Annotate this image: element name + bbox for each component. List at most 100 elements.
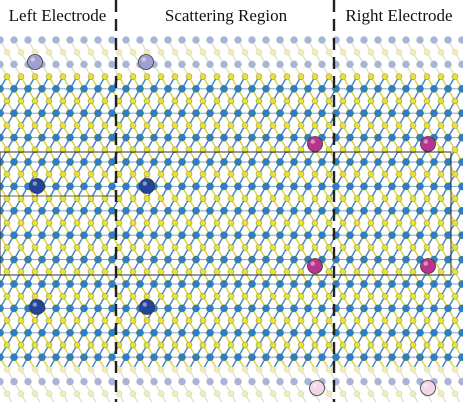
s-atom bbox=[269, 122, 277, 129]
mo-atom bbox=[444, 377, 452, 386]
mo-atom bbox=[290, 353, 298, 362]
mo-atom bbox=[24, 328, 32, 337]
mo-atom bbox=[262, 158, 270, 166]
mo-atom bbox=[52, 255, 60, 264]
mo-atom bbox=[10, 377, 18, 386]
s-atom bbox=[3, 195, 11, 202]
mo-atom bbox=[458, 280, 463, 288]
s-atom bbox=[353, 122, 361, 129]
mo-atom bbox=[458, 60, 463, 69]
mo-atom bbox=[262, 304, 270, 313]
mo-atom bbox=[318, 280, 326, 288]
mo-atom bbox=[234, 206, 242, 215]
s-atom bbox=[311, 195, 319, 202]
mo-atom bbox=[38, 280, 46, 288]
mo-atom bbox=[24, 85, 32, 93]
mo-atom bbox=[262, 109, 270, 117]
s-atom bbox=[297, 317, 305, 324]
mo-atom bbox=[178, 182, 186, 191]
mo-atom bbox=[444, 280, 452, 288]
mo-atom bbox=[248, 60, 256, 69]
s-atom bbox=[213, 219, 221, 227]
s-atom bbox=[437, 366, 445, 373]
mo-atom bbox=[80, 36, 88, 44]
s-atom bbox=[409, 317, 417, 324]
s-atom bbox=[381, 49, 389, 56]
s-atom bbox=[269, 293, 277, 300]
s-atom bbox=[395, 244, 403, 251]
mo-atom bbox=[38, 133, 46, 142]
s-atom bbox=[283, 146, 291, 154]
mo-atom bbox=[164, 328, 172, 337]
mo-atom bbox=[108, 158, 116, 166]
s-atom bbox=[157, 73, 165, 80]
mo-atom bbox=[220, 182, 228, 191]
s-atom bbox=[87, 341, 95, 349]
mo-atom bbox=[402, 353, 410, 362]
mo-atom bbox=[374, 133, 382, 142]
s-atom bbox=[227, 49, 235, 56]
dopant-highlight bbox=[32, 302, 37, 307]
mo-atom bbox=[52, 60, 60, 69]
mo-atom bbox=[192, 255, 200, 264]
s-atom bbox=[339, 146, 347, 154]
mo-atom bbox=[122, 231, 130, 239]
s-atom bbox=[101, 195, 109, 202]
mo-atom bbox=[52, 182, 60, 191]
mo-atom bbox=[430, 280, 438, 288]
mo-atom bbox=[318, 304, 326, 313]
dopant-highlight bbox=[423, 139, 428, 144]
s-atom bbox=[339, 49, 347, 56]
mo-atom bbox=[136, 158, 144, 166]
s-atom bbox=[59, 170, 67, 178]
mo-atom bbox=[192, 328, 200, 337]
s-atom bbox=[185, 317, 193, 324]
mo-atom bbox=[192, 133, 200, 142]
mo-atom bbox=[52, 133, 60, 142]
s-atom bbox=[17, 73, 25, 80]
s-atom bbox=[101, 219, 109, 227]
mo-atom bbox=[262, 85, 270, 93]
s-atom bbox=[171, 244, 179, 251]
s-atom bbox=[227, 244, 235, 251]
s-atom bbox=[241, 195, 249, 202]
mo-atom bbox=[388, 158, 396, 166]
mo-atom bbox=[360, 158, 368, 166]
s-atom bbox=[129, 268, 137, 275]
mo-atom bbox=[52, 109, 60, 117]
mo-atom bbox=[108, 85, 116, 93]
s-atom bbox=[3, 268, 11, 275]
s-atom bbox=[325, 293, 333, 300]
mo-atom bbox=[94, 158, 102, 166]
mo-atom bbox=[24, 377, 32, 386]
mo-atom bbox=[178, 328, 186, 337]
s-atom bbox=[59, 366, 67, 373]
mo-atom bbox=[360, 328, 368, 337]
mo-atom bbox=[234, 304, 242, 313]
mo-atom bbox=[220, 133, 228, 142]
mo-atom bbox=[80, 182, 88, 191]
blue-dopant bbox=[139, 178, 155, 194]
mo-atom bbox=[136, 353, 144, 362]
mo-atom bbox=[360, 36, 368, 44]
mo-atom bbox=[80, 255, 88, 264]
s-atom bbox=[451, 390, 459, 397]
s-atom bbox=[367, 73, 375, 80]
mo-atom bbox=[108, 109, 116, 117]
mo-atom bbox=[38, 85, 46, 93]
s-atom bbox=[213, 366, 221, 373]
mo-atom bbox=[192, 353, 200, 362]
s-atom bbox=[227, 268, 235, 275]
s-atom bbox=[409, 73, 417, 80]
mo-atom bbox=[150, 280, 158, 288]
s-atom bbox=[45, 97, 53, 105]
s-atom bbox=[129, 122, 137, 129]
s-atom bbox=[339, 97, 347, 105]
mo-atom bbox=[206, 85, 214, 93]
s-atom bbox=[353, 97, 361, 105]
dopant-atoms bbox=[27, 54, 436, 396]
mo-atom bbox=[164, 231, 172, 239]
mo-atom bbox=[318, 109, 326, 117]
s-atom bbox=[437, 244, 445, 251]
s-atom bbox=[171, 122, 179, 129]
